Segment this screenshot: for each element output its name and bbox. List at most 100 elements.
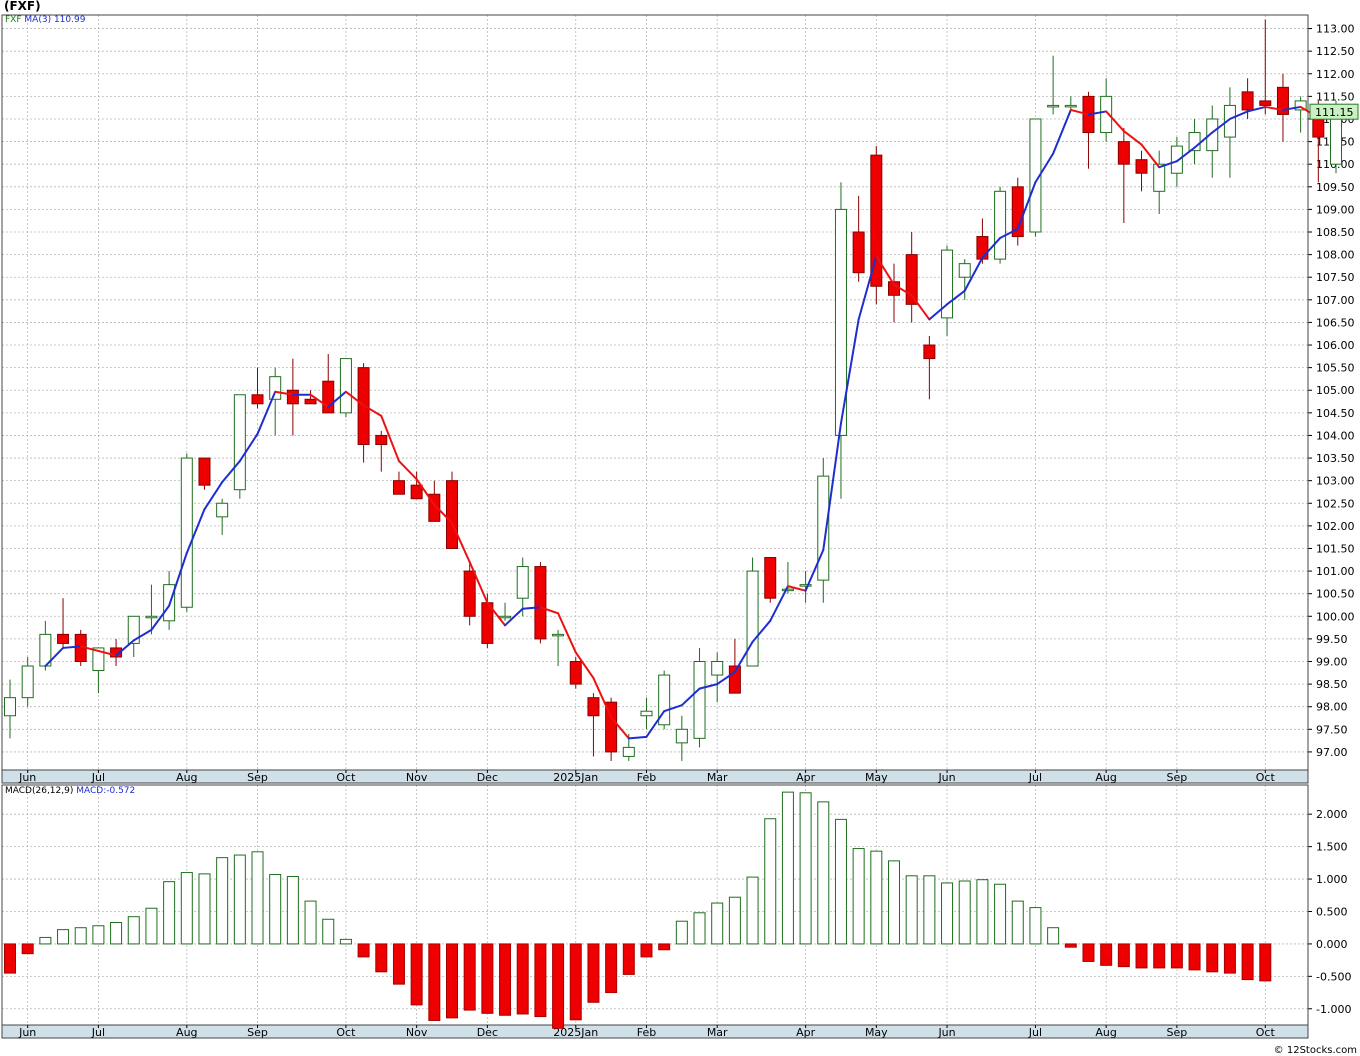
candle — [4, 679, 16, 739]
ma-line-segment — [592, 677, 613, 719]
ma-line-segment — [645, 710, 666, 738]
macd-bar — [746, 876, 759, 945]
last-price-label: 111.15 — [1315, 106, 1354, 119]
ma-line-segment — [999, 227, 1019, 240]
ma-line-segment — [362, 404, 383, 417]
candle — [746, 557, 759, 667]
candle-body — [516, 566, 529, 599]
macd-y-tick-label: -1.000 — [1316, 1003, 1351, 1016]
price-y-tick-label: 105.50 — [1316, 362, 1355, 375]
candle-body — [1241, 91, 1254, 111]
candle-body — [976, 236, 989, 260]
ma-line-segment — [857, 255, 878, 321]
macd-y-tick-label: 0.000 — [1316, 938, 1348, 951]
price-y-tick-label: 99.00 — [1316, 655, 1348, 668]
price-panel: 97.00 97.50 98.00 98.50 99.00 99.50 100.00 100.… — [1, 14, 1359, 784]
macd-bar — [392, 943, 405, 985]
legend-macd-value: MACD:-0.572 — [76, 786, 136, 796]
macd-bar — [1259, 943, 1272, 982]
price-y-tick-label: 107.00 — [1316, 294, 1355, 307]
macd-y-tick-label: -0.500 — [1316, 970, 1351, 983]
candle-body — [569, 660, 582, 685]
macd-bar — [817, 801, 830, 945]
price-y-tick-label: 112.00 — [1316, 68, 1355, 81]
macd-y-tick-label: 2.000 — [1316, 808, 1348, 821]
ma-line-segment — [716, 671, 736, 686]
candle-body — [110, 647, 123, 658]
candle-body — [446, 480, 458, 549]
ma-line-segment — [1211, 117, 1231, 134]
macd-bar — [339, 938, 352, 945]
candle — [799, 571, 812, 603]
candle — [834, 182, 847, 499]
macd-bar — [481, 943, 494, 1014]
ma-line-segment — [1281, 105, 1302, 111]
candle-body — [216, 502, 229, 518]
ma-line-segment — [62, 645, 82, 649]
price-x-tick-label: Jun — [937, 771, 955, 784]
candle — [233, 394, 246, 499]
ma-line-segment — [433, 503, 453, 524]
candle — [1029, 118, 1042, 237]
candle-body — [605, 701, 618, 753]
ma-line-segment — [221, 460, 241, 484]
candle-body — [428, 493, 441, 522]
ma-line-segment — [415, 478, 436, 506]
candle — [322, 354, 335, 414]
ma-line-segment — [663, 704, 683, 713]
ma-line-segment — [451, 521, 471, 564]
ma-line-segment — [574, 651, 595, 680]
candle — [1047, 55, 1060, 115]
last-price-tag — [1309, 103, 1359, 120]
ma-line-segment — [168, 551, 188, 607]
macd-bar — [622, 943, 635, 975]
macd-bar — [1011, 900, 1024, 945]
candle — [446, 471, 458, 549]
price-y-tick-label: 113.00 — [1316, 23, 1355, 36]
ma-line-segment — [79, 645, 100, 652]
ma-line-segment — [1158, 160, 1178, 169]
price-x-tick-label: Feb — [637, 771, 656, 784]
candle-body — [658, 674, 671, 726]
macd-bar — [304, 900, 317, 945]
macd-bar — [1206, 943, 1219, 973]
macd-bar — [74, 927, 87, 945]
candle — [658, 670, 671, 730]
candle-body — [322, 380, 335, 414]
candle-body — [711, 660, 724, 676]
ma-line-segment — [150, 604, 171, 631]
ma-line-segment — [1175, 146, 1196, 163]
candle-body — [622, 746, 635, 757]
macd-x-tick-label: 2025Jan — [553, 1026, 598, 1039]
candle-body — [1170, 145, 1183, 174]
macd-bar — [127, 916, 140, 945]
macd-x-tick-label: Nov — [406, 1026, 428, 1039]
macd-bar — [286, 875, 299, 945]
candle-body — [410, 484, 423, 500]
ma-line-segment — [1069, 108, 1090, 116]
candle-body — [339, 358, 352, 414]
candle-body — [693, 660, 706, 739]
candle — [923, 335, 936, 400]
ma-line-segment — [115, 639, 135, 657]
candle-body — [852, 231, 865, 274]
macd-x-tick-label: Sep — [247, 1026, 268, 1039]
candle-body — [127, 615, 140, 644]
candle-body — [799, 584, 812, 587]
macd-bar — [976, 879, 989, 945]
price-x-tick-label: 2025Jan — [553, 771, 598, 784]
macd-bar — [569, 943, 582, 1021]
macd-bar — [923, 875, 936, 945]
candle-body — [251, 394, 264, 405]
candle-body — [1047, 104, 1060, 108]
price-x-tick-label: Nov — [406, 771, 428, 784]
macd-bar — [1064, 943, 1077, 948]
macd-x-tick-label: Oct — [1256, 1026, 1276, 1039]
price-y-tick-label: 106.50 — [1316, 316, 1355, 329]
candle-body — [233, 394, 246, 491]
candle — [375, 430, 388, 472]
price-x-tick-label: May — [865, 771, 888, 784]
candle-body — [92, 647, 105, 672]
candle-body — [534, 566, 547, 640]
